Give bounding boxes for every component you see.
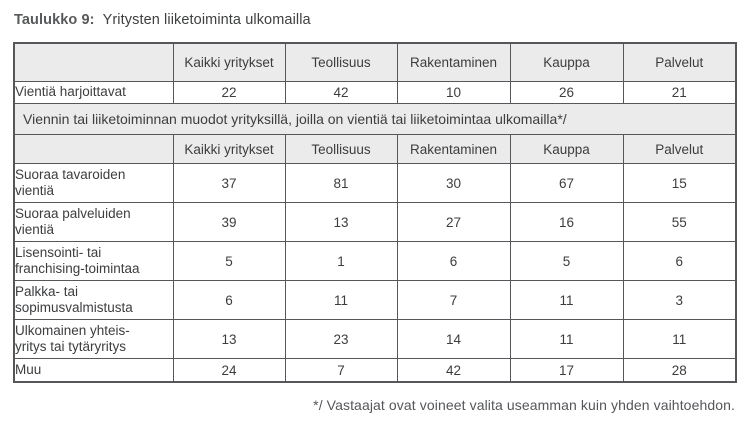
- value-cell: 67: [509, 163, 624, 203]
- value-cell: 27: [396, 202, 511, 242]
- row-label: Suoraa palveluiden vientiä: [13, 202, 174, 242]
- column-header-row: Kaikki yritykset Teollisuus Rakentaminen Ka…: [13, 42, 737, 82]
- value-cell: 21: [622, 81, 737, 104]
- row-label: Muu: [13, 358, 174, 383]
- column-header: Rakentaminen: [396, 134, 511, 164]
- value-cell: 1: [284, 241, 398, 281]
- table-number-label: Taulukko 9:: [14, 12, 95, 28]
- value-cell: 28: [622, 358, 737, 383]
- column-header: Palvelut: [622, 42, 737, 82]
- row-label: Vientiä harjoittavat: [13, 81, 174, 104]
- value-cell: 37: [172, 163, 286, 203]
- value-cell: 11: [509, 319, 624, 359]
- value-cell: 22: [172, 81, 286, 104]
- value-cell: 42: [284, 81, 398, 104]
- value-cell: 6: [622, 241, 737, 281]
- column-header: Teollisuus: [284, 134, 398, 164]
- table-title-text: Yritysten liiketoiminta ulkomailla: [102, 12, 311, 28]
- value-cell: 6: [396, 241, 511, 281]
- table-row: Palkka- tai sopimusvalmistusta 6 11 7 11 3: [13, 280, 737, 320]
- corner-cell: [13, 134, 174, 164]
- value-cell: 11: [622, 319, 737, 359]
- value-cell: 24: [172, 358, 286, 383]
- column-header: Kauppa: [509, 134, 624, 164]
- column-header: Kaikki yritykset: [172, 42, 286, 82]
- value-cell: 7: [284, 358, 398, 383]
- value-cell: 5: [172, 241, 286, 281]
- footnote: */ Vastaajat ovat voineet valita useamma…: [313, 397, 735, 413]
- column-header-row: Kaikki yritykset Teollisuus Rakentaminen Ka…: [13, 134, 737, 164]
- table-row: Vientiä harjoittavat 22 42 10 26 21: [13, 81, 737, 104]
- table-row: Muu 24 7 42 17 28: [13, 358, 737, 383]
- value-cell: 11: [284, 280, 398, 320]
- value-cell: 23: [284, 319, 398, 359]
- value-cell: 13: [172, 319, 286, 359]
- value-cell: 30: [396, 163, 511, 203]
- table-row: Suoraa tavaroiden vientiä 37 81 30 67 15: [13, 163, 737, 203]
- value-cell: 81: [284, 163, 398, 203]
- value-cell: 39: [172, 202, 286, 242]
- value-cell: 42: [396, 358, 511, 383]
- column-header: Kauppa: [509, 42, 624, 82]
- value-cell: 55: [622, 202, 737, 242]
- corner-cell: [13, 42, 174, 82]
- value-cell: 15: [622, 163, 737, 203]
- value-cell: 14: [396, 319, 511, 359]
- row-label: Lisensointi- tai franchising-toimintaa: [13, 241, 174, 281]
- column-header: Teollisuus: [284, 42, 398, 82]
- column-header: Kaikki yritykset: [172, 134, 286, 164]
- value-cell: 26: [509, 81, 624, 104]
- value-cell: 16: [509, 202, 624, 242]
- value-cell: 6: [172, 280, 286, 320]
- column-header: Rakentaminen: [396, 42, 511, 82]
- row-label: Palkka- tai sopimusvalmistusta: [13, 280, 174, 320]
- section-band-row: Viennin tai liiketoiminnan muodot yrityk…: [13, 103, 737, 135]
- row-label: Ulkomainen yhteis- yritys tai tytäryrity…: [13, 319, 174, 359]
- value-cell: 3: [622, 280, 737, 320]
- value-cell: 17: [509, 358, 624, 383]
- business-abroad-table: Kaikki yritykset Teollisuus Rakentaminen Ka…: [13, 42, 737, 383]
- column-header: Palvelut: [622, 134, 737, 164]
- table-row: Ulkomainen yhteis- yritys tai tytäryrity…: [13, 319, 737, 359]
- page-title: Taulukko 9: Yritysten liiketoiminta ulkom…: [14, 12, 737, 28]
- table-row: Suoraa palveluiden vientiä 39 13 27 16 55: [13, 202, 737, 242]
- value-cell: 13: [284, 202, 398, 242]
- value-cell: 11: [509, 280, 624, 320]
- value-cell: 10: [396, 81, 511, 104]
- value-cell: 5: [509, 241, 624, 281]
- value-cell: 7: [396, 280, 511, 320]
- row-label: Suoraa tavaroiden vientiä: [13, 163, 174, 203]
- section-band-label: Viennin tai liiketoiminnan muodot yrityk…: [13, 103, 737, 135]
- table-row: Lisensointi- tai franchising-toimintaa 5 1…: [13, 241, 737, 281]
